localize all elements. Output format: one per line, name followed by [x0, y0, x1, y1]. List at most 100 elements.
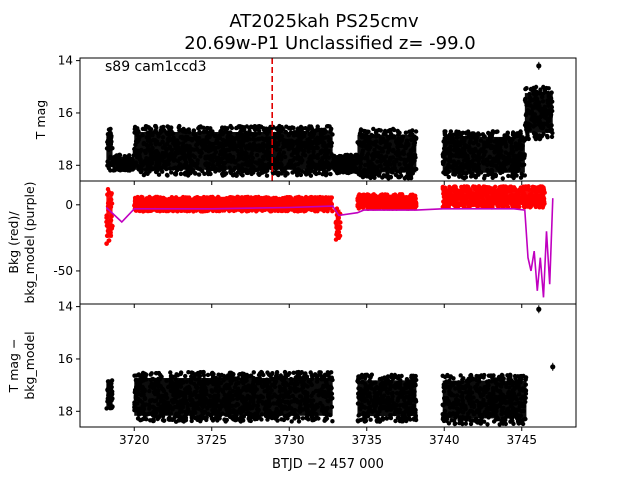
data-point	[527, 103, 532, 108]
data-point	[463, 175, 469, 180]
middle-plot-area	[104, 184, 554, 298]
data-point	[403, 166, 408, 172]
data-point	[307, 158, 313, 163]
data-point	[230, 154, 236, 160]
data-point	[497, 192, 503, 197]
data-point	[302, 130, 307, 136]
data-point	[546, 108, 552, 113]
data-point	[521, 204, 527, 209]
data-point	[109, 146, 114, 151]
data-point	[330, 209, 335, 214]
middle-series-0-segment-4	[440, 184, 547, 210]
data-point	[287, 195, 293, 200]
data-point	[508, 184, 514, 189]
data-point	[222, 165, 227, 170]
data-point	[274, 126, 279, 131]
data-point	[185, 198, 190, 204]
data-point	[445, 169, 450, 175]
data-point	[408, 199, 413, 205]
data-point	[147, 163, 152, 168]
data-point	[535, 106, 541, 111]
data-point	[383, 131, 388, 137]
data-point	[254, 152, 260, 158]
data-point	[306, 144, 312, 149]
data-point	[527, 95, 532, 100]
data-point	[541, 125, 546, 130]
data-point	[261, 149, 267, 154]
data-point	[148, 158, 153, 164]
data-point	[265, 131, 270, 137]
data-point	[509, 151, 515, 156]
data-point	[232, 142, 237, 147]
data-point	[259, 136, 265, 141]
data-point	[399, 166, 404, 171]
data-point	[548, 96, 554, 101]
data-point	[276, 172, 281, 178]
data-point	[490, 172, 496, 177]
data-point	[287, 163, 292, 168]
data-point	[124, 160, 130, 165]
data-point	[411, 147, 416, 153]
data-point	[459, 186, 464, 191]
data-point	[518, 153, 524, 158]
data-point	[366, 129, 371, 134]
data-point	[245, 170, 250, 176]
data-point	[404, 138, 410, 143]
data-point	[515, 203, 520, 208]
data-point	[176, 201, 181, 206]
data-point	[488, 198, 494, 203]
data-point	[152, 154, 157, 159]
data-point	[238, 133, 244, 138]
data-point	[519, 163, 525, 168]
middle-series-0-segment-2	[333, 206, 343, 242]
data-point	[461, 199, 466, 205]
data-point	[517, 187, 522, 192]
data-point	[225, 158, 231, 164]
data-point	[492, 192, 497, 197]
data-point	[549, 105, 554, 110]
data-point	[547, 100, 553, 105]
data-point	[317, 195, 323, 200]
data-point	[486, 130, 491, 136]
data-point	[171, 138, 176, 144]
data-point	[315, 206, 321, 212]
data-point	[213, 149, 219, 155]
data-point	[178, 171, 184, 177]
data-point	[300, 158, 305, 163]
data-point	[492, 196, 498, 201]
data-point	[392, 162, 397, 167]
data-point	[360, 148, 366, 153]
data-point	[105, 132, 111, 137]
data-point	[244, 124, 250, 129]
data-point	[266, 161, 271, 167]
data-point	[147, 147, 152, 152]
data-point	[192, 154, 197, 160]
data-point	[136, 137, 141, 142]
data-point	[137, 155, 142, 160]
data-point	[357, 198, 362, 203]
data-point	[447, 132, 453, 137]
data-point	[385, 193, 390, 199]
data-point	[106, 143, 111, 148]
data-point	[255, 167, 261, 172]
data-point	[109, 378, 115, 383]
data-point	[272, 163, 277, 168]
data-point	[265, 136, 270, 141]
data-point	[148, 139, 153, 145]
top-plot-area	[104, 61, 555, 181]
data-point	[502, 133, 507, 138]
data-point	[480, 132, 486, 137]
data-point	[229, 195, 235, 200]
data-point	[468, 164, 474, 169]
data-point	[231, 167, 236, 173]
data-point	[163, 151, 169, 156]
data-point	[189, 418, 194, 424]
data-point	[276, 142, 281, 147]
data-point	[519, 171, 524, 176]
data-point	[475, 169, 480, 174]
data-point	[220, 142, 225, 148]
data-point	[110, 404, 115, 409]
data-point	[376, 133, 381, 138]
data-point	[334, 232, 339, 237]
data-point	[292, 156, 297, 161]
